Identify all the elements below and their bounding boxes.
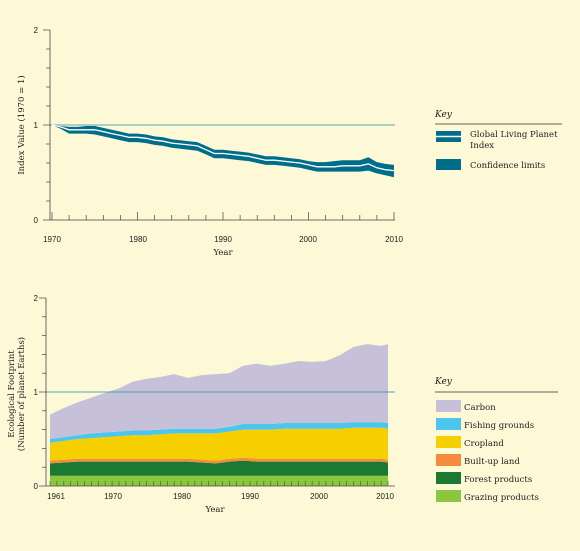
footprint-areas (50, 344, 388, 486)
footprint-legend: Key Carbon Fishing grounds Cropland Built-u… (434, 377, 558, 503)
x-tick-label: 2000 (299, 235, 317, 244)
legend-swatch-carbon (436, 400, 461, 412)
legend-items: Carbon Fishing grounds Cropland Built-up la… (436, 400, 539, 503)
x-tick-label: 1990 (214, 235, 232, 244)
x-tick-label: 2010 (376, 492, 394, 501)
x-tick-label: 1980 (173, 492, 191, 501)
legend-title: Key (434, 377, 453, 387)
x-tick-label: 2000 (310, 492, 328, 501)
legend-label: Cropland (464, 439, 504, 449)
x-minor-ticks (49, 481, 389, 486)
legend-swatch-fishing-grounds (436, 418, 461, 430)
y-tick-label: 0 (34, 482, 39, 491)
legend-label: Forest products (464, 475, 532, 485)
legend-item-fishing-grounds: Fishing grounds (436, 418, 534, 431)
legend-label: Global Living Planet (470, 130, 558, 140)
y-minor-ticks (39, 297, 46, 487)
legend-item-grazing-products: Grazing products (436, 490, 539, 503)
legend-item-carbon: Carbon (436, 400, 496, 413)
y-axis-label: (Number of planet Earths) (16, 337, 27, 451)
y-tick-label: 1 (34, 121, 39, 130)
lpi-marks (51, 124, 395, 178)
legend-label: Confidence limits (470, 161, 545, 171)
y-tick-label: 1 (34, 388, 39, 397)
legend-label: Grazing products (464, 493, 539, 503)
y-minor-ticks (43, 29, 50, 221)
area-built-up-land (50, 457, 388, 464)
confidence-band (52, 125, 394, 178)
legend-label: Built-up land (464, 457, 520, 467)
legend-swatch-built-up-land (436, 454, 461, 466)
ecological-footprint-chart: 2 1 0 1961 1970 1980 1990 2000 2010 Year… (7, 294, 558, 515)
legend-swatch-confidence (436, 159, 461, 170)
area-carbon (50, 344, 388, 439)
y-tick-label: 2 (34, 294, 39, 303)
area-grazing-products (50, 475, 388, 486)
legend-item-lpi: Global Living Planet Index (436, 130, 558, 151)
legend-swatch-grazing-products (436, 490, 461, 502)
x-tick-label: 1961 (47, 492, 65, 501)
y-axis-label: Index Value (1970 = 1) (16, 75, 27, 174)
x-axis-label: Year (204, 505, 225, 515)
legend-title: Key (434, 110, 453, 120)
y-axis-label: Ecological Footprint (7, 350, 17, 438)
x-tick-label: 1970 (104, 492, 122, 501)
y-tick-label: 0 (34, 216, 39, 225)
x-tick-label: 2010 (385, 235, 403, 244)
y-tick-label: 2 (34, 26, 39, 35)
legend-label: Index (470, 141, 494, 151)
x-tick-label: 1990 (241, 492, 259, 501)
x-minor-ticks (51, 212, 395, 220)
legend-item-forest-products: Forest products (436, 472, 532, 485)
legend-label: Carbon (464, 403, 496, 413)
lpi-legend: Key Global Living Planet Index Confidenc… (434, 110, 562, 171)
legend-item-confidence: Confidence limits (436, 159, 545, 171)
x-tick-label: 1980 (129, 235, 147, 244)
legend-item-cropland: Cropland (436, 436, 504, 449)
x-tick-label: 1970 (43, 235, 61, 244)
area-cropland (50, 427, 388, 461)
legend-item-built-up-land: Built-up land (436, 454, 520, 467)
living-planet-index-chart: 2 1 0 1970 1980 1990 2000 2010 Year Inde… (16, 26, 562, 258)
legend-swatch-forest-products (436, 472, 461, 484)
area-fishing-grounds (50, 422, 388, 443)
legend-swatch-cropland (436, 436, 461, 448)
lpi-series-line (51, 124, 395, 172)
legend-label: Fishing grounds (464, 421, 534, 431)
area-forest-products (50, 460, 388, 476)
x-axis-label: Year (212, 248, 233, 258)
